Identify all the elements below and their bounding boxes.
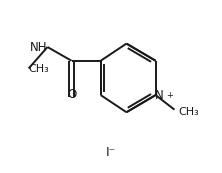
Text: O: O [67, 88, 76, 101]
Text: CH₃: CH₃ [29, 64, 49, 74]
Text: CH₃: CH₃ [179, 107, 200, 117]
Text: N: N [155, 89, 164, 102]
Text: +: + [166, 91, 173, 100]
Text: NH: NH [30, 40, 48, 53]
Text: I⁻: I⁻ [106, 146, 116, 159]
